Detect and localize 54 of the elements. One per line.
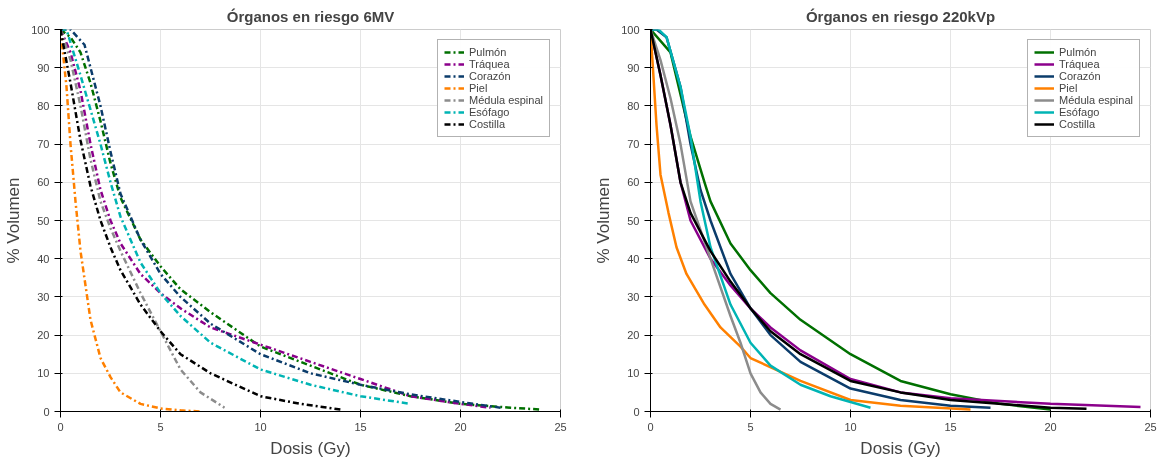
x-tick-label: 10 — [844, 420, 857, 433]
y-tick-label: 30 — [37, 290, 50, 303]
legend-label: Esófago — [1059, 106, 1100, 118]
y-tick-label: 40 — [627, 252, 640, 265]
legend-label: Pulmón — [1059, 46, 1097, 58]
chart-title: Órganos en riesgo 220kVp — [805, 7, 996, 25]
x-tick-label: 15 — [354, 420, 367, 433]
legend-label: Corazón — [1059, 70, 1101, 82]
legend-label: Pulmón — [469, 46, 507, 58]
y-tick-label: 80 — [37, 99, 50, 112]
y-tick-label: 0 — [633, 405, 640, 418]
legend-label: Piel — [469, 82, 489, 94]
x-tick-label: 5 — [747, 420, 754, 433]
y-tick-label: 70 — [627, 138, 640, 151]
y-tick-label: 80 — [627, 99, 640, 112]
x-tick-label: 25 — [1144, 420, 1157, 433]
x-tick-label: 20 — [454, 420, 467, 433]
y-tick-label: 50 — [37, 214, 50, 227]
y-tick-label: 10 — [37, 367, 50, 380]
y-axis-title: % Volumen — [594, 177, 614, 264]
y-tick-label: 50 — [627, 214, 640, 227]
x-tick-label: 10 — [254, 420, 267, 433]
x-axis-title: Dosis (Gy) — [270, 438, 351, 458]
x-tick-label: 0 — [57, 420, 64, 433]
x-tick-label: 5 — [157, 420, 164, 433]
y-tick-label: 40 — [37, 252, 50, 265]
legend-label: Tráquea — [1059, 58, 1100, 70]
y-tick-label: 60 — [627, 176, 640, 189]
x-tick-label: 0 — [647, 420, 654, 433]
legend-label: Esófago — [469, 106, 510, 118]
legend-label: Costilla — [1059, 118, 1096, 130]
legend-label: Corazón — [469, 70, 511, 82]
y-tick-label: 90 — [627, 61, 640, 74]
x-tick-label: 15 — [944, 420, 957, 433]
x-tick-label: 25 — [554, 420, 567, 433]
legend-label: Tráquea — [469, 58, 510, 70]
legend-label: Médula espinal — [469, 94, 543, 106]
y-tick-label: 20 — [37, 329, 50, 342]
x-tick-label: 20 — [1044, 420, 1057, 433]
chart-title: Órganos en riesgo 6MV — [226, 7, 395, 25]
y-tick-label: 30 — [627, 290, 640, 303]
legend-label: Médula espinal — [1059, 94, 1133, 106]
y-tick-label: 100 — [31, 23, 50, 36]
y-tick-label: 90 — [37, 61, 50, 74]
y-tick-label: 0 — [43, 405, 50, 418]
y-tick-label: 20 — [627, 329, 640, 342]
legend-label: Piel — [1059, 82, 1079, 94]
legend-label: Costilla — [469, 118, 506, 130]
y-tick-label: 10 — [627, 367, 640, 380]
y-axis-title: % Volumen — [4, 177, 24, 264]
y-tick-label: 100 — [621, 23, 640, 36]
y-tick-label: 60 — [37, 176, 50, 189]
y-tick-label: 70 — [37, 138, 50, 151]
x-axis-title: Dosis (Gy) — [860, 438, 941, 458]
